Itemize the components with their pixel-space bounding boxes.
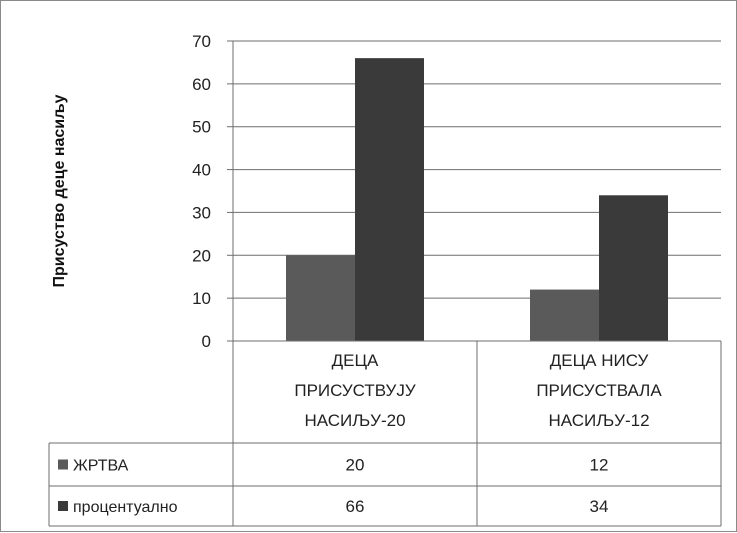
bar-procentualno: [355, 58, 424, 342]
data-label: 34: [590, 497, 609, 516]
data-label: 12: [590, 456, 609, 475]
data-label: 20: [346, 456, 365, 475]
x-category-label: НАСИЉУ-12: [548, 411, 649, 430]
bar-zhrtva: [530, 289, 599, 341]
y-tick-label: 10: [192, 289, 211, 308]
data-label: 66: [346, 497, 365, 516]
y-tick-label: 70: [192, 32, 211, 51]
y-axis-label: Присуство деце насиљу: [51, 94, 68, 287]
y-tick-label: 50: [192, 118, 211, 137]
x-category-label: ПРИСУСТВАЛА: [536, 381, 662, 400]
x-category-label: ДЕЦА: [332, 351, 379, 370]
y-tick-label: 60: [192, 75, 211, 94]
y-tick-label: 40: [192, 161, 211, 180]
x-category-label: ПРИСУСТВУЈУ: [294, 381, 415, 400]
y-axis-ticks: 0 10 20 30 40 50 60 70: [192, 32, 233, 351]
legend-key: [58, 501, 68, 511]
y-tick-label: 20: [192, 246, 211, 265]
y-tick-label: 30: [192, 203, 211, 222]
y-tick-label: 0: [202, 332, 211, 351]
x-category-label: НАСИЉУ-20: [304, 411, 405, 430]
series-name: ЖРТВА: [73, 458, 129, 475]
legend-key: [58, 459, 68, 470]
bars: [286, 58, 668, 342]
bar-zhrtva: [286, 255, 355, 341]
x-category-label: ДЕЦА НИСУ: [550, 351, 649, 370]
data-table: ДЕЦА ПРИСУСТВУЈУ НАСИЉУ-20 ДЕЦА НИСУ ПРИСУСТ…: [48, 340, 722, 527]
series-name: процентуално: [73, 499, 178, 516]
bar-procentualno: [599, 195, 668, 341]
